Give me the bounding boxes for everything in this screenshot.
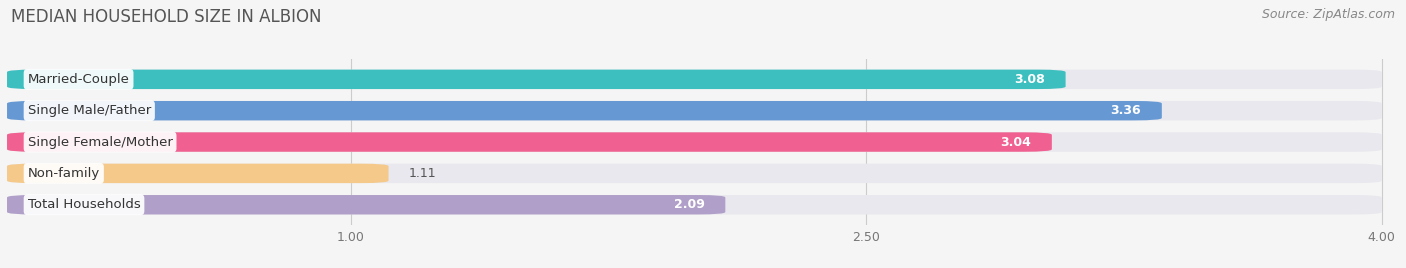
FancyBboxPatch shape	[7, 164, 388, 183]
Text: Married-Couple: Married-Couple	[28, 73, 129, 86]
Text: MEDIAN HOUSEHOLD SIZE IN ALBION: MEDIAN HOUSEHOLD SIZE IN ALBION	[11, 8, 322, 26]
FancyBboxPatch shape	[7, 101, 1161, 120]
FancyBboxPatch shape	[7, 132, 1052, 152]
Text: 3.36: 3.36	[1111, 104, 1142, 117]
FancyBboxPatch shape	[7, 132, 1382, 152]
FancyBboxPatch shape	[7, 164, 1382, 183]
Text: 2.09: 2.09	[673, 198, 704, 211]
Text: 3.04: 3.04	[1000, 136, 1031, 148]
FancyBboxPatch shape	[7, 70, 1066, 89]
FancyBboxPatch shape	[7, 195, 1382, 214]
Text: Non-family: Non-family	[28, 167, 100, 180]
Text: Single Male/Father: Single Male/Father	[28, 104, 150, 117]
FancyBboxPatch shape	[7, 195, 725, 214]
FancyBboxPatch shape	[7, 70, 1382, 89]
Text: 1.11: 1.11	[409, 167, 437, 180]
Text: Source: ZipAtlas.com: Source: ZipAtlas.com	[1261, 8, 1395, 21]
Text: Total Households: Total Households	[28, 198, 141, 211]
Text: Single Female/Mother: Single Female/Mother	[28, 136, 173, 148]
FancyBboxPatch shape	[7, 101, 1382, 120]
Text: 3.08: 3.08	[1014, 73, 1045, 86]
